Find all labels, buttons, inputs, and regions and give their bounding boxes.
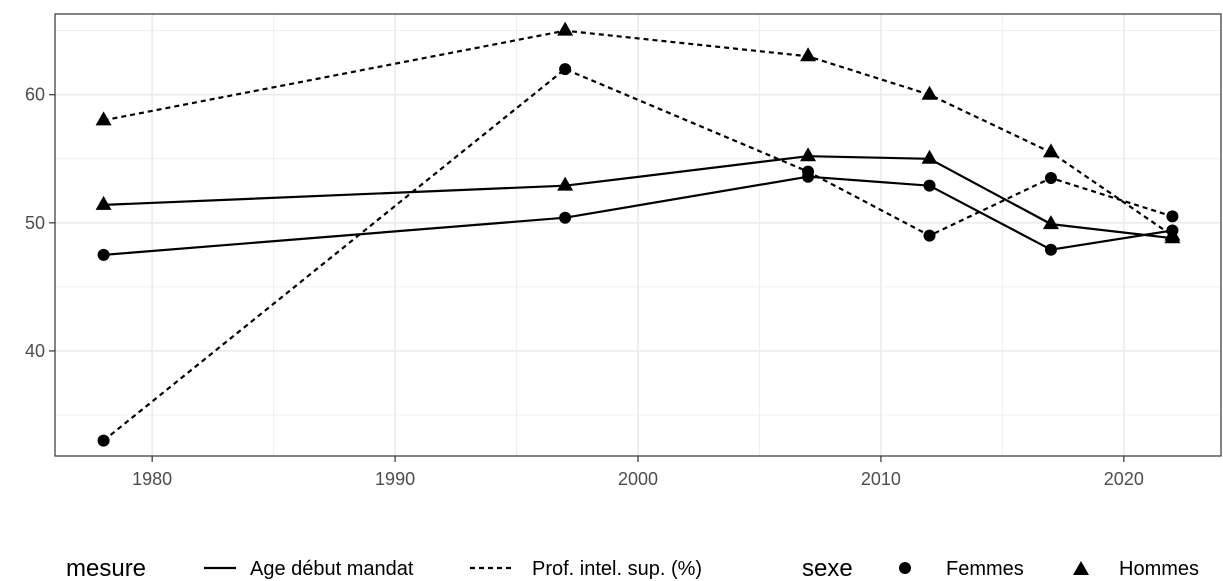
- data-point-prof-intel-sup-femmes: [802, 165, 815, 178]
- data-point-prof-intel-sup-hommes: [921, 85, 938, 100]
- legend-label-prof-intel-sup: Prof. intel. sup. (%): [532, 558, 702, 580]
- data-point-age-debut-mandat-hommes: [557, 176, 574, 191]
- series-line-age-debut-mandat-hommes: [103, 155, 1173, 240]
- data-point-age-debut-mandat-hommes: [921, 149, 938, 164]
- x-axis-tick-label: 1990: [375, 469, 415, 489]
- legend-label-femmes: Femmes: [946, 558, 1024, 580]
- data-point-age-debut-mandat-hommes: [800, 147, 817, 162]
- legend: mesure Age début mandat Prof. intel. sup…: [66, 555, 1199, 581]
- data-point-prof-intel-sup-hommes: [1164, 226, 1181, 241]
- data-point-age-debut-mandat-femmes: [559, 211, 572, 224]
- legend-label-hommes: Hommes: [1119, 558, 1199, 580]
- data-point-prof-intel-sup-hommes: [557, 21, 574, 36]
- data-point-age-debut-mandat-femmes: [1044, 243, 1057, 256]
- data-point-age-debut-mandat-femmes: [97, 248, 110, 261]
- data-point-age-debut-mandat-hommes: [95, 195, 112, 210]
- y-axis-tick-label: 60: [25, 85, 45, 105]
- x-axis-tick-label: 2020: [1104, 469, 1144, 489]
- data-point-prof-intel-sup-hommes: [1042, 143, 1059, 158]
- x-axis-tick-label: 2000: [618, 469, 658, 489]
- y-axis-tick-label: 50: [25, 213, 45, 233]
- data-point-prof-intel-sup-hommes: [95, 111, 112, 126]
- x-axis-tick-label: 1980: [132, 469, 172, 489]
- series-line-age-debut-mandat-femmes: [103, 175, 1173, 256]
- legend-key-triangle: [1073, 561, 1089, 575]
- data-point-prof-intel-sup-femmes: [1044, 171, 1057, 184]
- legend-label-age-debut-mandat: Age début mandat: [250, 558, 414, 580]
- x-axis-tick-label: 2010: [861, 469, 901, 489]
- data-point-prof-intel-sup-femmes: [559, 63, 572, 76]
- data-point-age-debut-mandat-femmes: [923, 179, 936, 192]
- series-line-prof-intel-sup-hommes: [103, 29, 1174, 237]
- grid-major: [55, 14, 1221, 456]
- legend-title-mesure: mesure: [66, 555, 146, 581]
- data-point-prof-intel-sup-hommes: [800, 47, 817, 62]
- legend-title-sexe: sexe: [802, 555, 853, 581]
- series-layer: [95, 21, 1181, 447]
- legend-key-circle: [899, 562, 911, 574]
- axis-ticks: [49, 94, 1125, 462]
- data-point-prof-intel-sup-femmes: [97, 434, 110, 447]
- data-point-prof-intel-sup-femmes: [923, 229, 936, 242]
- axis-tick-labels: 1980 1990 2000 2010 2020 40 50 60: [25, 85, 1144, 489]
- y-axis-tick-label: 40: [25, 341, 45, 361]
- data-point-age-debut-mandat-hommes: [1042, 215, 1059, 230]
- data-point-prof-intel-sup-femmes: [1166, 210, 1179, 223]
